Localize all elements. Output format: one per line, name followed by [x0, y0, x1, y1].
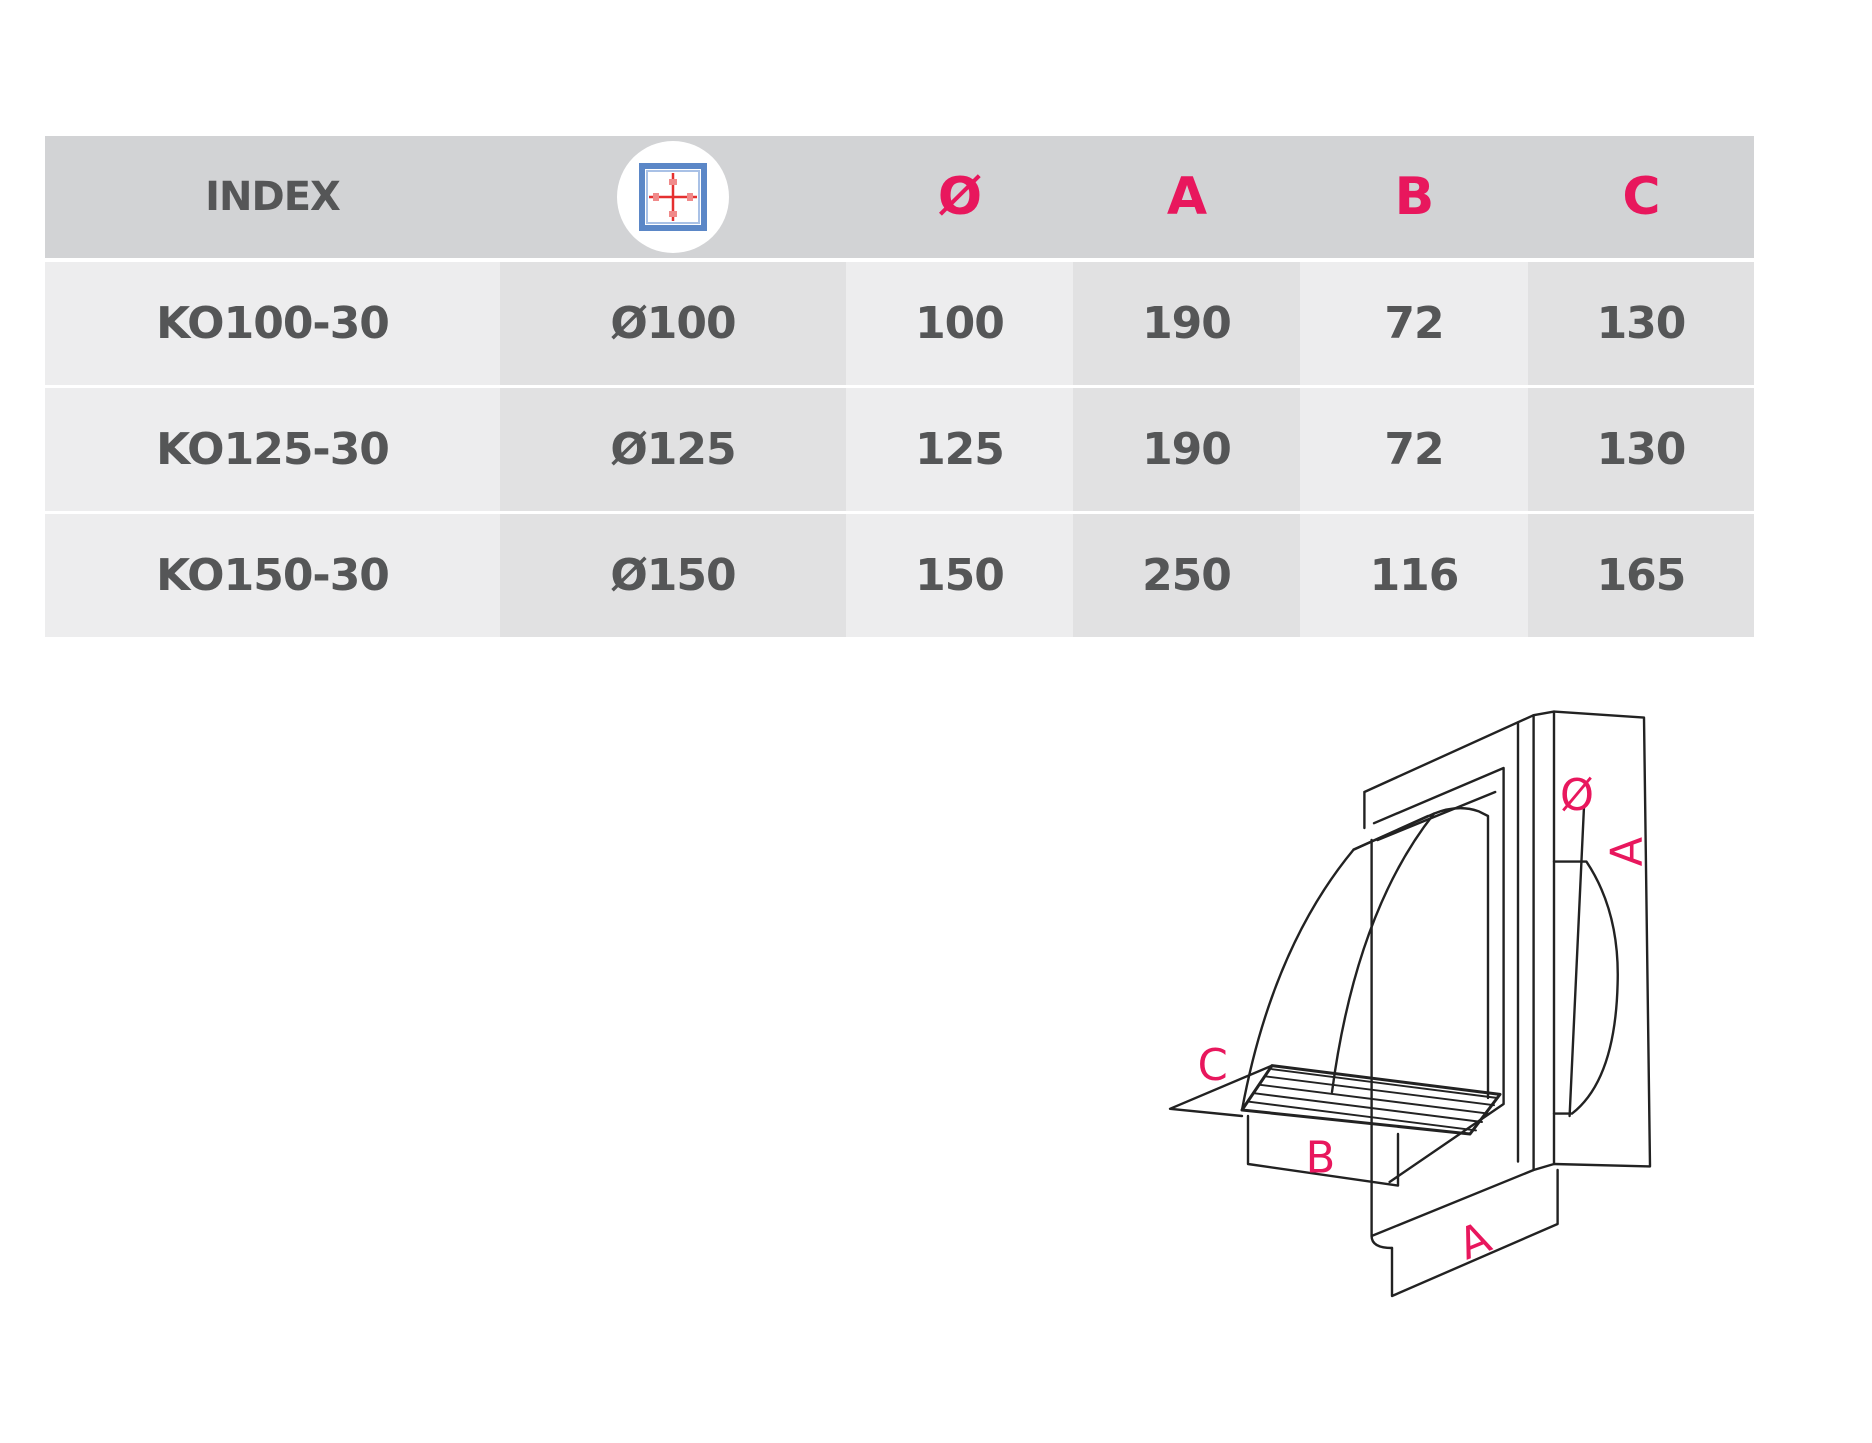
cell-b: 72	[1300, 388, 1528, 511]
cell-index: KO100-30	[45, 262, 500, 385]
table-header-row: INDEX Ø A B C	[45, 136, 1754, 258]
dimension-a-side	[1552, 710, 1652, 1168]
cell-a: 190	[1073, 388, 1300, 511]
cell-c: 165	[1528, 514, 1754, 637]
table-row: KO150-30 Ø150 150 250 116 165	[45, 514, 1754, 637]
label-a-side: A	[1603, 836, 1653, 866]
table-row: KO125-30 Ø125 125 190 72 130	[45, 388, 1754, 511]
header-c: C	[1528, 136, 1754, 258]
cell-duct: Ø150	[500, 514, 846, 637]
cell-duct: Ø100	[500, 262, 846, 385]
header-index: INDEX	[45, 136, 500, 258]
cell-c: 130	[1528, 262, 1754, 385]
cell-diameter: 100	[846, 262, 1073, 385]
dimension-b	[1246, 1114, 1400, 1187]
table-row: KO100-30 Ø100 100 190 72 130	[45, 262, 1754, 385]
cell-a: 250	[1073, 514, 1300, 637]
cell-index: KO125-30	[45, 388, 500, 511]
spigot-outline	[1552, 860, 1619, 1115]
dimension-c	[1168, 1064, 1274, 1118]
grille	[1240, 1064, 1502, 1136]
duct-cross-section-icon	[617, 141, 729, 253]
label-a-bottom: A	[1452, 1213, 1499, 1271]
label-b: B	[1306, 1133, 1336, 1183]
cell-diameter: 125	[846, 388, 1073, 511]
dimension-a-bottom	[1390, 1168, 1559, 1298]
header-b: B	[1300, 136, 1528, 258]
cell-index: KO150-30	[45, 514, 500, 637]
header-a: A	[1073, 136, 1300, 258]
header-icon-cell	[500, 136, 846, 258]
header-diameter: Ø	[846, 136, 1073, 258]
label-diameter: Ø	[1560, 771, 1594, 821]
cell-b: 72	[1300, 262, 1528, 385]
wall-plate-outline	[1363, 710, 1556, 1238]
cell-b: 116	[1300, 514, 1528, 637]
cell-c: 130	[1528, 388, 1754, 511]
cell-diameter: 150	[846, 514, 1073, 637]
label-c: C	[1198, 1041, 1228, 1091]
vent-technical-drawing: Ø A C B A	[1168, 710, 1653, 1298]
dimensions-table: INDEX Ø A B C KO100-30 Ø100 100	[45, 136, 1754, 640]
cell-a: 190	[1073, 262, 1300, 385]
cell-duct: Ø125	[500, 388, 846, 511]
dimension-diameter	[1568, 805, 1586, 1118]
